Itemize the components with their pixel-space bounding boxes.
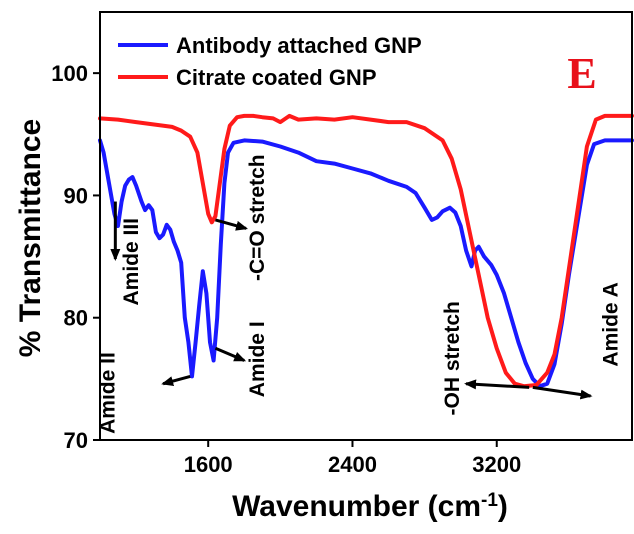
- series-layer: [98, 113, 634, 389]
- peak-annotation: -OH stretch: [441, 301, 464, 415]
- legend: Antibody attached GNP Citrate coated GNP: [118, 33, 422, 90]
- annotation-arrow: [532, 385, 593, 400]
- y-tick-label: 90: [64, 183, 88, 208]
- y-tick-label: 70: [64, 428, 88, 453]
- y-tick-label: 100: [51, 61, 88, 86]
- annotation-arrow: [464, 379, 530, 390]
- annotation-arrow: [161, 374, 191, 386]
- peak-annotation: Amide A: [600, 282, 623, 366]
- x-tick-label: 3200: [472, 452, 521, 477]
- peak-annotation: Amide II: [96, 352, 119, 434]
- y-axis-label: % Transmittance: [14, 119, 47, 357]
- peak-annotation: Amide I: [246, 321, 269, 397]
- tick-layer: 70 80 90 100 1600 2400 3200: [51, 61, 521, 477]
- annotation-arrow: [214, 346, 247, 362]
- plot-frame: [99, 11, 633, 441]
- y-tick-label: 80: [64, 306, 88, 331]
- annotation-arrow: [215, 218, 249, 231]
- series-line-antibody-attached-gnp: [98, 138, 634, 389]
- panel-letter: E: [567, 49, 596, 98]
- legend-label: Citrate coated GNP: [176, 65, 377, 90]
- peak-annotation: Amide III: [120, 218, 143, 306]
- x-tick-label: 1600: [184, 452, 233, 477]
- series-line-citrate-coated-gnp: [98, 113, 634, 389]
- legend-label: Antibody attached GNP: [176, 33, 422, 58]
- peak-annotation: -C=O stretch: [246, 154, 269, 281]
- annotation-layer: Amide II Amide III Amide I -C=O stretch -OH …: [96, 154, 622, 434]
- x-tick-label: 2400: [328, 452, 377, 477]
- arrow-layer: [110, 201, 593, 400]
- x-axis-label: Wavenumber (cm-1): [232, 490, 508, 524]
